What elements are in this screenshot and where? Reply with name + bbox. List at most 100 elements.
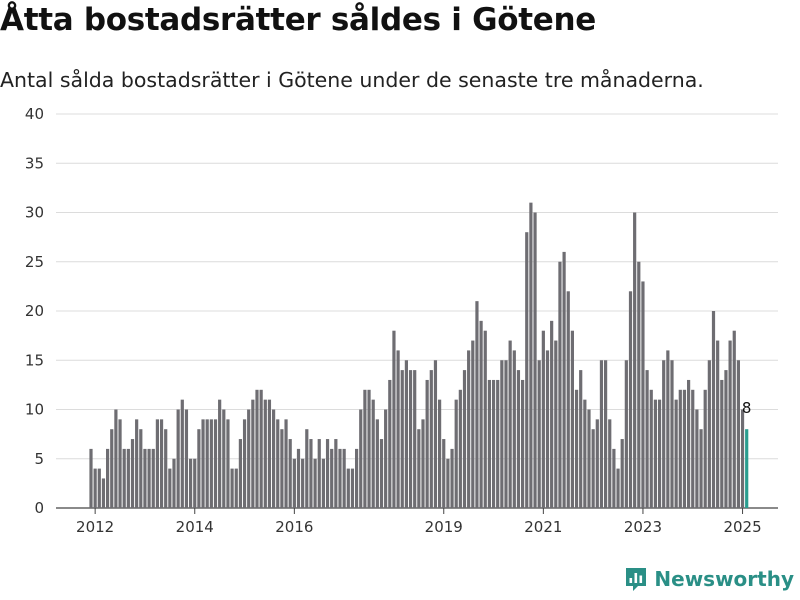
x-tick-label: 2019 [425, 518, 463, 536]
bar [355, 448, 359, 508]
bar [570, 330, 574, 508]
bar [620, 439, 624, 508]
bar [637, 261, 641, 508]
bar [93, 468, 97, 508]
bar [396, 350, 400, 508]
bar [379, 439, 384, 508]
bar [716, 340, 720, 508]
bar [687, 379, 691, 508]
bar [583, 399, 587, 508]
bar [284, 419, 288, 508]
bar [122, 448, 126, 508]
y-tick-label: 30 [25, 204, 44, 222]
bar [317, 439, 321, 508]
x-tick-label: 2023 [624, 518, 662, 536]
bar [408, 370, 413, 508]
chart-title: Åtta bostadsrätter såldes i Götene [0, 2, 596, 38]
x-tick-label: 2012 [76, 518, 114, 536]
bar [263, 399, 267, 508]
bar [433, 360, 438, 508]
bar [707, 360, 711, 508]
bar [491, 379, 496, 508]
bar-latest [745, 429, 749, 508]
bar [118, 419, 122, 508]
bar [404, 360, 408, 508]
bar [641, 281, 645, 508]
bar [521, 379, 525, 508]
bar [533, 212, 537, 508]
bar [720, 379, 724, 508]
bar [176, 409, 180, 508]
bar [392, 330, 396, 508]
bar [151, 448, 155, 508]
bar [313, 458, 317, 508]
bar [678, 389, 682, 508]
bar [421, 419, 425, 508]
bar [384, 409, 388, 508]
bar [242, 419, 247, 508]
bar [662, 360, 666, 508]
bar [736, 360, 740, 508]
bar [164, 429, 168, 508]
bar [595, 419, 599, 508]
bar [479, 320, 483, 508]
bar [139, 429, 143, 508]
y-tick-label: 0 [34, 499, 44, 517]
bar [184, 409, 189, 508]
bar [276, 419, 280, 508]
bar [147, 448, 151, 508]
bar [180, 399, 184, 508]
bar [234, 468, 238, 508]
bar [657, 399, 662, 508]
bar [272, 409, 276, 508]
bar [562, 251, 566, 508]
bar [554, 340, 558, 508]
bar [135, 419, 139, 508]
bar [512, 350, 516, 508]
bar [633, 212, 637, 508]
bar [475, 301, 479, 508]
bar [450, 448, 454, 508]
bar [309, 439, 313, 508]
y-tick-label: 15 [25, 351, 44, 369]
bar [259, 389, 263, 508]
bar-chart-logo-icon [626, 568, 647, 591]
bar [110, 429, 114, 508]
y-tick-label: 35 [25, 154, 44, 172]
bar [550, 320, 554, 508]
bar [321, 458, 325, 508]
bar [346, 468, 350, 508]
bar [130, 439, 135, 508]
bar [525, 232, 529, 508]
bar [172, 458, 176, 508]
bar [537, 360, 541, 508]
newsworthy-logo[interactable]: Newsworthy [624, 566, 794, 592]
bar [342, 448, 346, 508]
bar [504, 360, 508, 508]
bars [89, 202, 749, 508]
bar [628, 291, 633, 508]
x-tick-label: 2014 [176, 518, 214, 536]
bar [670, 360, 674, 508]
bar [728, 340, 732, 508]
bar [193, 458, 197, 508]
bar [218, 399, 222, 508]
bar [101, 478, 106, 508]
grid-lines [56, 113, 778, 509]
bar [724, 370, 728, 508]
bar [454, 399, 458, 508]
bar [97, 468, 101, 508]
bar [201, 419, 205, 508]
bar [359, 409, 363, 508]
bar [288, 439, 292, 508]
bar [205, 419, 209, 508]
bar [280, 429, 284, 508]
bar [155, 419, 159, 508]
bar [541, 330, 545, 508]
brand-name: Newsworthy [654, 567, 794, 591]
bar [508, 340, 512, 508]
bar [616, 468, 620, 508]
bar [645, 370, 649, 508]
bar [251, 399, 255, 508]
